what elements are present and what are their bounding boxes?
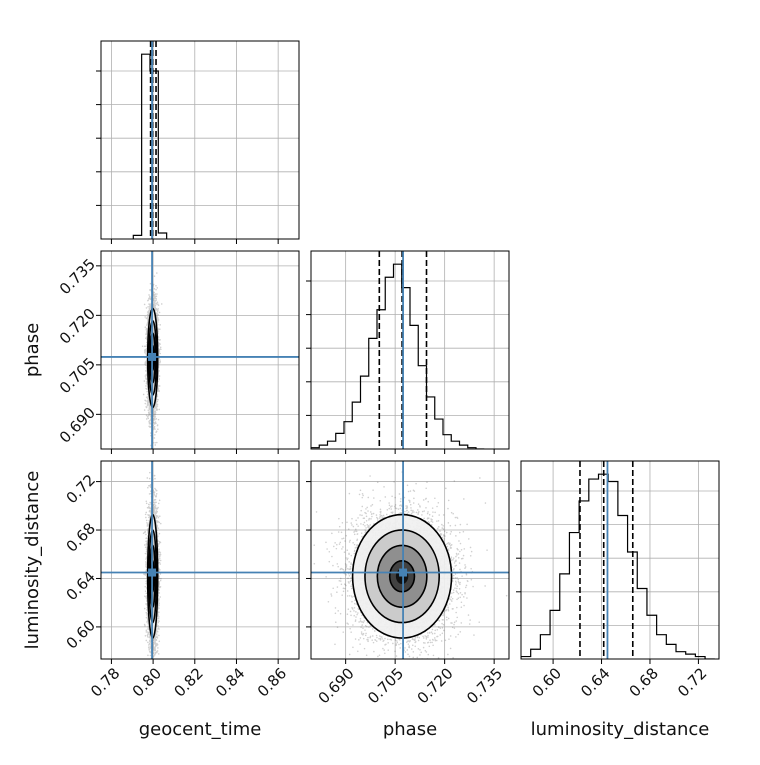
y-tick-label-luminosity_distance: 0.64 [63, 568, 99, 604]
y-axis-label-phase: phase [22, 323, 43, 377]
y-tick-label-phase: 0.720 [56, 305, 99, 348]
x-tick-label-luminosity_distance: 0.72 [674, 664, 710, 700]
x-tick-label-luminosity_distance: 0.64 [577, 664, 613, 700]
x-tick-label-luminosity_distance: 0.68 [626, 664, 662, 700]
scatter-panel-geocent_time-luminosity_distance: 0.78 0.80 0.82 0.84 0.86 0.60 0.64 0.68 0.72 [63, 457, 299, 701]
x-tick-label-phase: 0.735 [463, 664, 506, 707]
x-tick-label-geocent_time: 0.82 [170, 664, 206, 700]
panel-background [101, 251, 299, 449]
injection-marker [148, 569, 156, 577]
y-tick-label-phase: 0.735 [56, 255, 99, 298]
histogram-panel-phase [306, 251, 509, 454]
x-axis-label-luminosity_distance: luminosity_distance [531, 719, 710, 740]
y-tick-label-phase: 0.705 [56, 354, 99, 397]
x-tick-label-phase: 0.720 [414, 664, 457, 707]
scatter-panel-geocent_time-phase: 0.690 0.705 0.720 0.735 [56, 251, 299, 463]
y-tick-label-luminosity_distance: 0.72 [63, 471, 99, 507]
x-tick-label-geocent_time: 0.78 [87, 664, 123, 700]
injection-marker [399, 569, 407, 577]
x-axis-label-geocent_time: geocent_time [139, 719, 262, 740]
injection-marker [148, 353, 156, 361]
y-tick-label-phase: 0.690 [56, 404, 99, 447]
y-tick-label-luminosity_distance: 0.60 [63, 616, 99, 652]
x-tick-label-phase: 0.690 [315, 664, 358, 707]
x-tick-label-geocent_time: 0.86 [254, 664, 290, 700]
scatter-panel-phase-luminosity_distance: 0.690 0.705 0.720 0.735 [306, 461, 509, 707]
x-tick-label-luminosity_distance: 0.60 [529, 664, 565, 700]
panel-background [101, 461, 299, 659]
x-axis-label-phase: phase [383, 719, 437, 740]
x-tick-label-phase: 0.705 [364, 664, 407, 707]
x-tick-label-geocent_time: 0.84 [212, 664, 248, 700]
y-tick-label-luminosity_distance: 0.68 [63, 519, 99, 555]
histogram-panel-luminosity_distance: 0.60 0.64 0.68 0.72 [516, 461, 719, 701]
x-tick-label-geocent_time: 0.80 [129, 664, 165, 700]
y-axis-label-luminosity_distance: luminosity_distance [22, 471, 43, 650]
histogram-panel-geocent_time [96, 41, 299, 244]
